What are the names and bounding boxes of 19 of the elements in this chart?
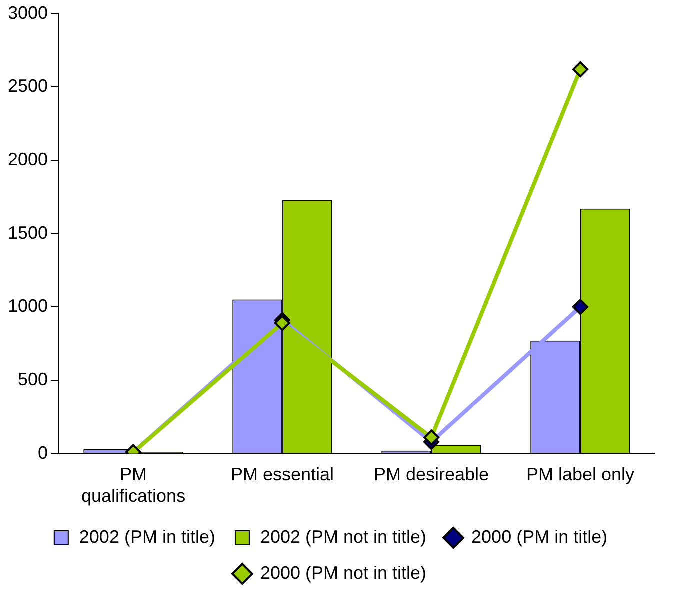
y-tick-label: 3000 <box>8 2 48 23</box>
y-tick-label: 1000 <box>8 296 48 316</box>
point <box>572 299 589 316</box>
y-tick-label: 2000 <box>8 149 48 170</box>
x-tick-label: PM label only <box>526 464 635 485</box>
x-tick-label: PM qualifications <box>82 464 186 506</box>
point <box>274 315 291 332</box>
legend-label: 2002 (PM in title) <box>79 526 216 547</box>
legend-label: 2002 (PM not in title) <box>260 526 427 547</box>
y-tick-label: 500 <box>18 369 48 390</box>
legend-label: 2000 (PM in title) <box>472 526 608 547</box>
x-tick-label: PM desireable <box>374 464 490 485</box>
point <box>424 430 440 446</box>
y-tick-label: 0 <box>38 442 48 463</box>
y-tick-label: 1500 <box>8 222 48 243</box>
legend-label: 2000 (PM not in title) <box>260 562 427 583</box>
y-tick-label: 2500 <box>8 76 48 96</box>
point <box>572 62 589 78</box>
x-tick-label: PM essential <box>231 464 334 485</box>
